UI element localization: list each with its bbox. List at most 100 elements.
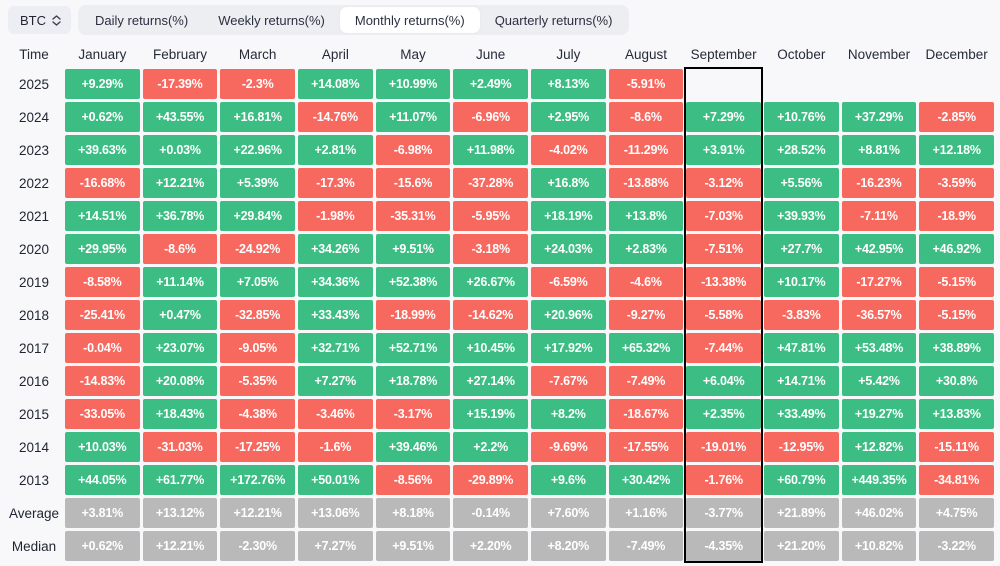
tab-monthly[interactable]: Monthly returns(%) bbox=[339, 7, 480, 33]
return-cell: -1.6% bbox=[297, 432, 373, 462]
row-label-2023: 2023 bbox=[18, 142, 50, 158]
return-cell: +39.46% bbox=[375, 432, 451, 462]
return-cell: +18.19% bbox=[530, 201, 606, 231]
return-cell: +0.62% bbox=[65, 102, 140, 132]
return-cell: +12.21% bbox=[142, 168, 218, 198]
row-label-2017: 2017 bbox=[18, 340, 50, 356]
return-cell: +7.60% bbox=[530, 498, 606, 528]
row-label-2015: 2015 bbox=[18, 406, 50, 422]
return-cell: +7.27% bbox=[297, 366, 373, 396]
return-cell: +7.27% bbox=[297, 531, 373, 561]
return-cell: -0.04% bbox=[65, 333, 140, 363]
return-cell: -14.62% bbox=[453, 300, 528, 330]
return-cell: +37.29% bbox=[841, 102, 917, 132]
return-cell: -4.6% bbox=[608, 267, 684, 297]
return-cell: +30.8% bbox=[919, 366, 994, 396]
return-cell: +21.20% bbox=[763, 531, 839, 561]
month-header-december: December bbox=[925, 46, 988, 62]
return-cell: -7.44% bbox=[686, 333, 761, 363]
return-cell: +12.82% bbox=[841, 432, 917, 462]
return-cell: -16.68% bbox=[65, 168, 140, 198]
row-label-2025: 2025 bbox=[18, 76, 50, 92]
return-cell: +2.49% bbox=[453, 69, 528, 99]
month-header-august: August bbox=[624, 46, 667, 62]
month-header-may: May bbox=[400, 46, 426, 62]
return-cell: +9.6% bbox=[530, 465, 606, 495]
return-cell: +50.01% bbox=[297, 465, 373, 495]
return-cell: +8.81% bbox=[841, 135, 917, 165]
return-cell: +10.03% bbox=[65, 432, 140, 462]
return-cell: -36.57% bbox=[841, 300, 917, 330]
return-cell: -17.39% bbox=[142, 69, 218, 99]
return-cell: +2.2% bbox=[453, 432, 528, 462]
return-cell: +53.48% bbox=[841, 333, 917, 363]
return-cell: -15.6% bbox=[375, 168, 451, 198]
return-cell: +10.45% bbox=[453, 333, 528, 363]
return-cell: +17.92% bbox=[530, 333, 606, 363]
return-cell: +0.47% bbox=[142, 300, 218, 330]
tab-weekly[interactable]: Weekly returns(%) bbox=[203, 7, 340, 33]
row-label-2013: 2013 bbox=[18, 472, 50, 488]
row-label-2020: 2020 bbox=[18, 241, 50, 257]
month-header-november: November bbox=[847, 46, 911, 62]
return-cell: -37.28% bbox=[453, 168, 528, 198]
return-cell: -6.96% bbox=[453, 102, 528, 132]
return-cell: -17.25% bbox=[220, 432, 295, 462]
return-cell: +20.08% bbox=[142, 366, 218, 396]
return-cell: -34.81% bbox=[919, 465, 994, 495]
return-cell: +26.67% bbox=[453, 267, 528, 297]
return-cell: +24.03% bbox=[530, 234, 606, 264]
return-cell: -15.11% bbox=[919, 432, 994, 462]
return-cell: -17.55% bbox=[608, 432, 684, 462]
return-cell: +27.7% bbox=[763, 234, 839, 264]
return-cell: +14.51% bbox=[65, 201, 140, 231]
return-cell: +36.78% bbox=[142, 201, 218, 231]
row-label-2014: 2014 bbox=[18, 439, 50, 455]
return-cell: +32.71% bbox=[297, 333, 373, 363]
return-cell: +12.21% bbox=[220, 498, 295, 528]
return-cell: -8.6% bbox=[142, 234, 218, 264]
return-cell: -6.98% bbox=[375, 135, 451, 165]
symbol-selector[interactable]: BTC bbox=[8, 6, 71, 34]
return-cell: +33.49% bbox=[763, 399, 839, 429]
return-cell: +47.81% bbox=[763, 333, 839, 363]
return-cell: +14.71% bbox=[763, 366, 839, 396]
month-header-july: July bbox=[556, 46, 581, 62]
return-cell: +23.07% bbox=[142, 333, 218, 363]
return-cell: -5.95% bbox=[453, 201, 528, 231]
return-cell: -13.88% bbox=[608, 168, 684, 198]
return-cell: -3.77% bbox=[686, 498, 761, 528]
return-cell: +44.05% bbox=[65, 465, 140, 495]
return-cell: -35.31% bbox=[375, 201, 451, 231]
row-label-average: Average bbox=[8, 505, 60, 521]
return-cell: +52.38% bbox=[375, 267, 451, 297]
row-label-2016: 2016 bbox=[18, 373, 50, 389]
tab-quarterly[interactable]: Quarterly returns(%) bbox=[480, 7, 628, 33]
return-cell: +8.2% bbox=[530, 399, 606, 429]
return-cell: +2.35% bbox=[686, 399, 761, 429]
return-cell: +19.27% bbox=[841, 399, 917, 429]
return-cell: +9.51% bbox=[375, 531, 451, 561]
return-cell: +22.96% bbox=[220, 135, 295, 165]
return-cell: -8.58% bbox=[65, 267, 140, 297]
table-header-row: Time January February March April May June Jul… bbox=[6, 41, 994, 67]
return-cell: +65.32% bbox=[608, 333, 684, 363]
return-cell: +30.42% bbox=[608, 465, 684, 495]
return-cell: -5.15% bbox=[919, 267, 994, 297]
return-cell: -4.35% bbox=[686, 531, 761, 561]
return-cell: +6.04% bbox=[686, 366, 761, 396]
return-cell: +15.19% bbox=[453, 399, 528, 429]
row-label-2024: 2024 bbox=[18, 109, 50, 125]
return-cell: -0.14% bbox=[453, 498, 528, 528]
updown-chevron-icon bbox=[52, 14, 61, 26]
row-label-median: Median bbox=[11, 538, 57, 554]
return-cell: +12.21% bbox=[142, 531, 218, 561]
return-cell: +27.14% bbox=[453, 366, 528, 396]
tab-daily[interactable]: Daily returns(%) bbox=[80, 7, 203, 33]
return-cell: -4.38% bbox=[220, 399, 295, 429]
return-cell: +16.8% bbox=[530, 168, 606, 198]
return-cell: -18.67% bbox=[608, 399, 684, 429]
return-cell: +33.43% bbox=[297, 300, 373, 330]
return-cell: +39.93% bbox=[763, 201, 839, 231]
